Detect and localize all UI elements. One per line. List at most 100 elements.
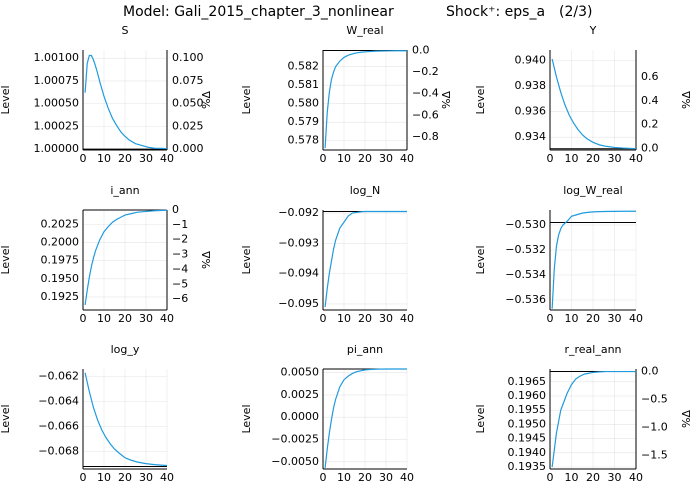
y-tick-label: −0.0025 bbox=[271, 433, 319, 446]
x-tick-label: 10 bbox=[337, 471, 351, 484]
x-tick-label: 30 bbox=[608, 471, 622, 484]
x-tick-label: 0 bbox=[80, 152, 87, 165]
y2-tick-label: 0.4 bbox=[641, 94, 659, 107]
y-axis-label: Level bbox=[240, 245, 253, 274]
y-axis-label: Level bbox=[474, 245, 487, 274]
figure-title-shock: Shock⁺: eps_a bbox=[446, 4, 545, 20]
panel-s: S 0 10 20 30 40 1.00000 1.00025 1.00050 1.00075 1.… bbox=[0, 24, 213, 165]
y2-tick-label: 0.6 bbox=[641, 70, 659, 83]
x-tick-label: 30 bbox=[608, 152, 622, 165]
y2-tick-label: −0.8 bbox=[412, 130, 439, 143]
x-tick-label: 0 bbox=[320, 152, 327, 165]
y-tick-label: 1.00025 bbox=[34, 119, 80, 132]
x-tick-label: 40 bbox=[160, 152, 174, 165]
panel-w-real: W_real 0 10 20 30 40 0.578 0.579 0.580 0.581 0.582… bbox=[240, 24, 453, 165]
y-tick-label: 0.1960 bbox=[508, 389, 547, 402]
x-tick-label: 40 bbox=[400, 471, 414, 484]
x-tick-label: 0 bbox=[80, 312, 87, 325]
x-tick-label: 0 bbox=[320, 471, 327, 484]
x-tick-label: 20 bbox=[358, 312, 372, 325]
x-tick-label: 20 bbox=[118, 152, 132, 165]
panel-title: log_N bbox=[350, 184, 381, 197]
y-axis-label: Level bbox=[0, 245, 12, 274]
x-tick-label: 10 bbox=[337, 312, 351, 325]
x-tick-label: 10 bbox=[565, 471, 579, 484]
subplot-grid: S 0 10 20 30 40 1.00000 1.00025 1.00050 1.00075 1.… bbox=[0, 24, 693, 484]
y-tick-label: 0.0000 bbox=[281, 410, 320, 423]
x-tick-label: 10 bbox=[565, 152, 579, 165]
y2-axis-label: %Δ bbox=[680, 91, 693, 109]
y-axis-label: Level bbox=[474, 404, 487, 433]
y-tick-label: −0.062 bbox=[38, 370, 79, 383]
y-tick-label: 0.1950 bbox=[41, 272, 80, 285]
y-axis-label: Level bbox=[474, 85, 487, 114]
y-axis-label: Level bbox=[0, 404, 12, 433]
x-tick-label: 30 bbox=[379, 152, 393, 165]
y-tick-label: 0.1935 bbox=[508, 460, 547, 473]
y2-axis-label: %Δ bbox=[200, 251, 213, 269]
y-tick-label: 0.579 bbox=[288, 115, 320, 128]
x-tick-label: 10 bbox=[565, 312, 579, 325]
x-tick-label: 20 bbox=[586, 471, 600, 484]
y2-axis-label: %Δ bbox=[440, 91, 453, 109]
x-tick-label: 0 bbox=[547, 471, 554, 484]
x-tick-label: 30 bbox=[139, 152, 153, 165]
x-tick-label: 10 bbox=[97, 152, 111, 165]
x-tick-label: 30 bbox=[379, 471, 393, 484]
x-tick-label: 40 bbox=[400, 152, 414, 165]
y-axis-label: Level bbox=[0, 85, 12, 114]
y-tick-label: 0.582 bbox=[288, 60, 320, 73]
y2-tick-label: 0.025 bbox=[172, 119, 204, 132]
y2-axis-label: %Δ bbox=[680, 410, 693, 428]
y-tick-label: 0.1955 bbox=[508, 403, 547, 416]
y2-tick-label: −5 bbox=[172, 277, 188, 290]
x-tick-label: 10 bbox=[97, 312, 111, 325]
y-tick-label: −0.064 bbox=[38, 395, 79, 408]
y2-tick-label: −3 bbox=[172, 248, 188, 261]
y-tick-label: 0.580 bbox=[288, 97, 320, 110]
series-line bbox=[551, 370, 636, 468]
y-tick-label: −0.092 bbox=[278, 206, 319, 219]
y2-tick-label: −0.2 bbox=[412, 65, 439, 78]
x-tick-label: 40 bbox=[160, 312, 174, 325]
x-tick-label: 40 bbox=[629, 152, 643, 165]
y-tick-label: 0.0050 bbox=[281, 366, 320, 379]
y-tick-label: 0.0025 bbox=[281, 388, 320, 401]
x-tick-label: 40 bbox=[629, 471, 643, 484]
y-tick-label: −0.093 bbox=[278, 236, 319, 249]
y-tick-label: 1.00075 bbox=[34, 74, 80, 87]
panel-y: Y 0 10 20 30 40 0.934 0.936 0.938 0.940 0.0 0.2 0.4 0… bbox=[474, 24, 693, 165]
y-tick-label: −0.068 bbox=[38, 445, 79, 458]
series-line bbox=[324, 50, 407, 149]
series-line bbox=[324, 368, 407, 469]
y2-tick-label: 0 bbox=[172, 203, 179, 216]
y-axis-label: Level bbox=[240, 404, 253, 433]
series-line bbox=[84, 54, 168, 150]
panel-title: W_real bbox=[346, 24, 383, 37]
figure-title-page: (2/3) bbox=[559, 4, 592, 20]
y-tick-label: 0.2025 bbox=[41, 217, 80, 230]
y-tick-label: 0.938 bbox=[515, 79, 547, 92]
y-tick-label: −0.094 bbox=[278, 267, 319, 280]
panel-pi-ann: pi_ann 0 10 20 30 40 0.0050 0.0025 0.0000 −0.0025… bbox=[240, 343, 414, 484]
x-tick-label: 20 bbox=[118, 312, 132, 325]
panel-title: Y bbox=[589, 24, 597, 37]
panel-log-n: log_N 0 10 20 30 40 −0.092 −0.093 −0.094 −0.095 Le… bbox=[240, 184, 414, 325]
y2-tick-label: 0.0 bbox=[641, 142, 659, 155]
x-tick-label: 40 bbox=[160, 471, 174, 484]
series-line bbox=[84, 372, 168, 467]
y2-tick-label: −0.5 bbox=[641, 392, 668, 405]
y-tick-label: −0.066 bbox=[38, 420, 79, 433]
y2-tick-label: −6 bbox=[172, 292, 188, 305]
y-tick-label: −0.532 bbox=[505, 243, 546, 256]
y-tick-label: 0.1925 bbox=[41, 290, 80, 303]
y2-tick-label: 0.2 bbox=[641, 118, 659, 131]
y-tick-label: 0.940 bbox=[515, 53, 547, 66]
panel-title: r_real_ann bbox=[564, 343, 621, 356]
y-tick-label: −0.536 bbox=[505, 293, 546, 306]
y-tick-label: 0.934 bbox=[515, 130, 547, 143]
x-tick-label: 10 bbox=[337, 152, 351, 165]
x-tick-label: 0 bbox=[80, 471, 87, 484]
